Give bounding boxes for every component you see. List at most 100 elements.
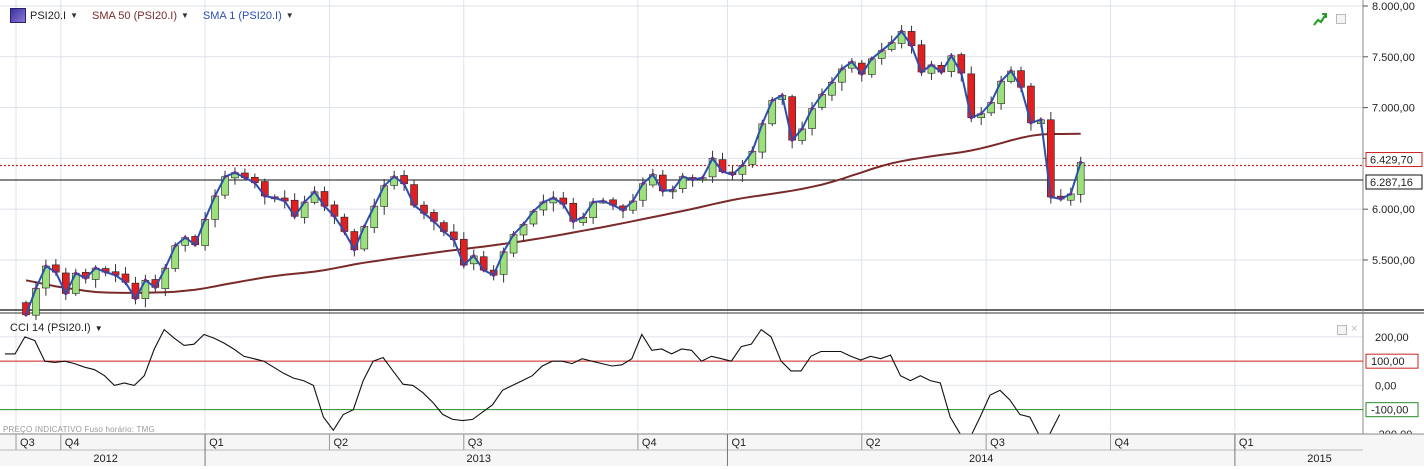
sma1-point [740, 163, 745, 168]
sma1-point [611, 203, 615, 207]
sma1-point [840, 67, 844, 71]
quarter-label: Q2 [866, 437, 881, 449]
sma1-point [999, 79, 1003, 83]
sma1-point [1029, 121, 1033, 125]
symbol-icon [10, 8, 26, 23]
price-tag-label: 6.429,70 [1370, 155, 1413, 167]
panel-minimize-button[interactable] [1336, 14, 1346, 24]
sma1-point [1079, 160, 1083, 165]
sma1-label: SMA 1 (PSI20.I) [202, 9, 282, 22]
cci-level-tag-label: 100,00 [1371, 356, 1405, 368]
sma1-point [442, 229, 446, 234]
sma1-point [929, 63, 934, 67]
cci-selector[interactable]: CCI 14 (PSI20.I) ▼ [10, 322, 103, 334]
sma1-point [959, 71, 963, 75]
quarter-label: Q2 [333, 437, 348, 449]
quarter-label: Q3 [468, 437, 483, 449]
sma1-point [372, 204, 376, 208]
quarter-label: Q1 [1239, 437, 1254, 449]
quarter-label: Q1 [731, 437, 746, 449]
sma1-point [233, 171, 237, 175]
sma1-point [720, 169, 725, 174]
sma1-point [919, 70, 924, 74]
sma50-line [25, 132, 1081, 294]
sma1-point [860, 72, 864, 76]
sma1-point [1019, 85, 1023, 89]
sma50-selector[interactable]: SMA 50 (PSI20.I) ▼ [92, 10, 189, 22]
sma1-point [213, 194, 217, 198]
sma1-point [273, 196, 277, 200]
sma1-point [352, 248, 356, 252]
sma1-point [1069, 192, 1073, 196]
price-tag [1365, 174, 1423, 190]
sma1-point [790, 138, 794, 142]
sma1-point [293, 214, 297, 218]
sma1-point [183, 236, 187, 240]
sma1-point [283, 199, 287, 203]
sma1-point [223, 175, 227, 179]
chevron-down-icon: ▼ [70, 11, 78, 20]
symbol-label: PSI20.I [30, 9, 67, 22]
sma1-point [322, 204, 327, 208]
cci-line [5, 328, 1061, 439]
chevron-down-icon: ▼ [94, 323, 103, 333]
cci-tick-label: 200,00 [1375, 332, 1409, 344]
cci-minimize-button[interactable] [1337, 325, 1347, 335]
price-tick-label: 5.500,00 [1372, 255, 1415, 267]
price-tick-label: 7.000,00 [1372, 103, 1415, 115]
sma1-point [909, 44, 914, 48]
footnote: PREÇO INDICATIVO Fuso horário: TMG [3, 425, 155, 434]
sma1-point [730, 173, 735, 177]
sma1-point [392, 175, 396, 179]
sma1-point [94, 266, 98, 270]
sma1-point [133, 296, 138, 301]
quarter-label: Q4 [1115, 437, 1130, 449]
sma1-point [571, 219, 575, 223]
sma1-point [84, 276, 88, 280]
sma1-point [193, 243, 197, 247]
chevron-down-icon: ▼ [285, 11, 294, 20]
sma1-point [412, 203, 416, 207]
sma1-point [591, 200, 595, 204]
sma1-point [900, 29, 904, 33]
sma1-point [979, 112, 983, 116]
cci-tick-label: 0,00 [1375, 380, 1396, 392]
sma1-point [143, 278, 147, 282]
sma1-point [24, 313, 28, 317]
sma1-point [1059, 197, 1063, 201]
sma1-point [113, 273, 118, 277]
price-tick-label: 8.000,00 [1372, 1, 1415, 13]
sma1-point [531, 209, 536, 213]
sma1-point [780, 93, 784, 97]
price-tick-label: 6.000,00 [1372, 204, 1415, 216]
sma1-point [870, 57, 874, 61]
year-label: 2014 [969, 453, 993, 465]
sma1-point [949, 54, 953, 58]
symbol-selector[interactable]: PSI20.I ▼ [10, 8, 78, 23]
sma1-point [253, 181, 257, 185]
trend-icon[interactable] [1313, 12, 1327, 26]
sma1-point [492, 273, 496, 277]
sma1-point [422, 211, 426, 215]
sma1-point [243, 176, 247, 180]
cci-label: CCI 14 (PSI20.I) [10, 322, 91, 334]
sma1-selector[interactable]: SMA 1 (PSI20.I) ▼ [203, 10, 294, 22]
sma1-point [382, 184, 386, 188]
sma1-point [1039, 118, 1043, 122]
sma1-point [710, 156, 715, 160]
sma1-point [502, 250, 506, 254]
sma1-point [820, 92, 824, 96]
sma50-label: SMA 50 (PSI20.I) [92, 9, 177, 22]
cci-level-tag [1365, 353, 1419, 369]
sma1-point [263, 194, 267, 198]
sma1-point [472, 254, 476, 258]
cci-close-icon[interactable]: × [1351, 323, 1358, 335]
sma1-point [1009, 69, 1013, 73]
sma1-point [312, 190, 317, 194]
sma1-point [123, 280, 128, 284]
chart-legend: PSI20.I ▼ SMA 50 (PSI20.I) ▼ SMA 1 (PSI2… [10, 8, 294, 23]
sma1-point [601, 199, 605, 203]
sma1-point [452, 238, 456, 242]
